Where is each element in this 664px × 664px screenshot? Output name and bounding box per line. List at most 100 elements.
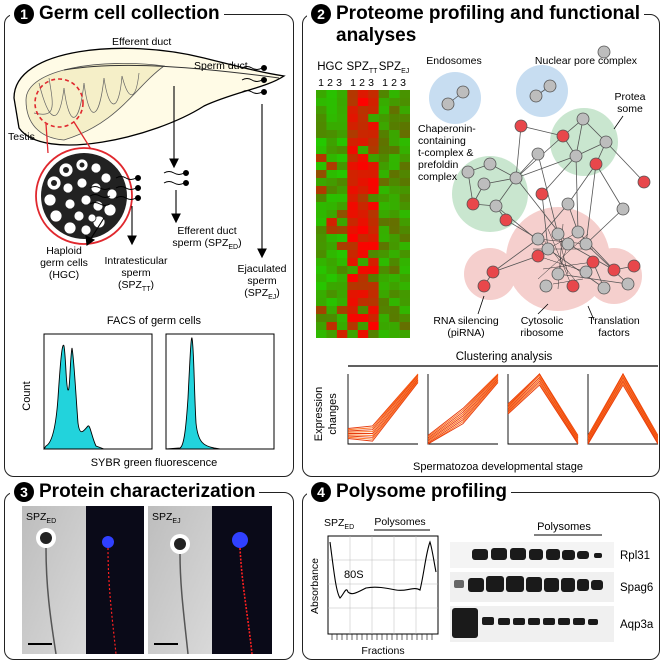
- heatmap-cell: [368, 178, 379, 187]
- cluster-trend-line: [507, 384, 579, 445]
- heatmap-cell: [378, 322, 390, 331]
- heatmap-cell: [316, 146, 327, 155]
- heatmap-cell: [336, 322, 348, 331]
- heatmap-cell: [378, 106, 390, 115]
- heatmap-cell: [389, 282, 400, 291]
- heatmap-cell: [326, 154, 338, 163]
- ejaculated-label-3: (SPZEJ): [244, 287, 280, 301]
- cluster-trend-line: [347, 373, 419, 431]
- heatmap-cell: [347, 234, 359, 243]
- heatmap-cell: [368, 162, 379, 171]
- heatmap-cell: [336, 186, 348, 195]
- heatmap-cell: [326, 114, 338, 123]
- germ-cells: [43, 158, 118, 236]
- heatmap-cell: [389, 314, 400, 323]
- heatmap-cell: [399, 114, 410, 123]
- heatmap-cell: [368, 194, 379, 203]
- heatmap-cell: [347, 170, 359, 179]
- heatmap-cell: [389, 138, 400, 147]
- heatmap-group-hgc: HGC: [317, 61, 343, 73]
- heatmap-cell: [357, 170, 369, 179]
- heatmap-cell: [316, 282, 327, 291]
- heatmap-cell: [399, 298, 410, 307]
- absorbance-ylabel: Absorbance: [309, 558, 321, 614]
- cluster-trend-line: [427, 379, 499, 444]
- heatmap-cell: [336, 330, 348, 338]
- heatmap-cell: [357, 194, 369, 203]
- network-nodes: [441, 45, 651, 295]
- heatmap-cell: [389, 98, 400, 107]
- facs-ylabel: Count: [21, 381, 33, 410]
- label-chaperonin-3: t-complex &: [418, 147, 473, 159]
- heatmap-cell: [316, 266, 327, 275]
- panel-1-number: 1: [14, 4, 34, 24]
- panel-2-title-line2: analyses: [336, 25, 417, 46]
- heatmap-cell: [336, 202, 348, 211]
- heatmap-cell: [316, 330, 327, 338]
- sperm-duct-label: Sperm duct: [194, 60, 248, 72]
- absorbance-trace: [329, 540, 437, 599]
- heatmap-cell: [357, 98, 369, 107]
- heatmap-cell: [368, 218, 379, 227]
- rep-2-spzej: 2: [391, 77, 397, 89]
- heatmap-cell: [316, 250, 327, 259]
- heatmap-cell: [389, 258, 400, 267]
- heatmap-cell: [347, 98, 359, 107]
- heatmap-cell: [357, 282, 369, 291]
- heatmap-cell: [368, 234, 379, 243]
- cluster-trend-line: [587, 376, 658, 441]
- heatmap-cell: [347, 218, 359, 227]
- heatmap-cell: [368, 146, 379, 155]
- heatmap-cell: [316, 290, 327, 299]
- blot-label-spag6: Spag6: [620, 582, 653, 594]
- cluster-trend-line: [587, 382, 658, 445]
- panel-2-title-line1: Proteome profiling and functional: [336, 3, 640, 24]
- heatmap-cell: [357, 298, 369, 307]
- heatmap-cell: [357, 322, 369, 331]
- heatmap-cell: [316, 194, 327, 203]
- cluster-trend-line: [427, 375, 499, 440]
- heatmap-cell: [399, 274, 410, 283]
- heatmap-cell: [347, 266, 359, 275]
- heatmap-cell: [347, 178, 359, 187]
- cluster-trend-line: [587, 378, 658, 443]
- heatmap-cell: [357, 122, 369, 131]
- heatmap-cell: [336, 314, 348, 323]
- heatmap-cell: [378, 122, 390, 131]
- heatmap-cell: [399, 242, 410, 251]
- heatmap-cell: [368, 90, 379, 99]
- heatmap-cell: [316, 298, 327, 307]
- heatmap-cell: [389, 234, 400, 243]
- label-proteasome-1: Protea: [615, 91, 646, 103]
- heatmap-cell: [399, 210, 410, 219]
- heatmap-cell: [316, 90, 327, 99]
- heatmap-cell: [399, 314, 410, 323]
- heatmap-cell: [347, 274, 359, 283]
- heatmap-cell: [357, 146, 369, 155]
- heatmap-cell: [347, 162, 359, 171]
- heatmap-cell: [378, 90, 390, 99]
- heatmap-cell: [347, 330, 359, 338]
- heatmap-cell: [326, 186, 338, 195]
- heatmap-cell: [368, 122, 379, 131]
- clustering-ylabel-2: changes: [327, 393, 339, 435]
- heatmap-cell: [336, 146, 348, 155]
- profile-plot-area: [327, 535, 439, 635]
- efferent-duct-line: [63, 64, 280, 79]
- heatmap-cell: [368, 322, 379, 331]
- cluster-trend-line: [347, 378, 419, 436]
- heatmap-cell: [347, 314, 359, 323]
- peak-80s-label: 80S: [344, 569, 364, 581]
- heatmap-cell: [368, 138, 379, 147]
- heatmap-cell: [357, 210, 369, 219]
- heatmap-cell: [389, 178, 400, 187]
- intratesticular-label-1: Intratesticular: [104, 255, 168, 267]
- blot-label-aqp3a: Aqp3a: [620, 619, 654, 631]
- label-translation-factors-2: factors: [598, 327, 630, 339]
- heatmap-cell: [336, 274, 348, 283]
- heatmap-cell: [378, 186, 390, 195]
- panel-3-title-text: Protein characterization: [39, 481, 256, 502]
- testis-label: Testis: [8, 131, 35, 143]
- panel-1-title: 1 Germ cell collection: [10, 3, 224, 25]
- heatmap-cell: [316, 106, 327, 115]
